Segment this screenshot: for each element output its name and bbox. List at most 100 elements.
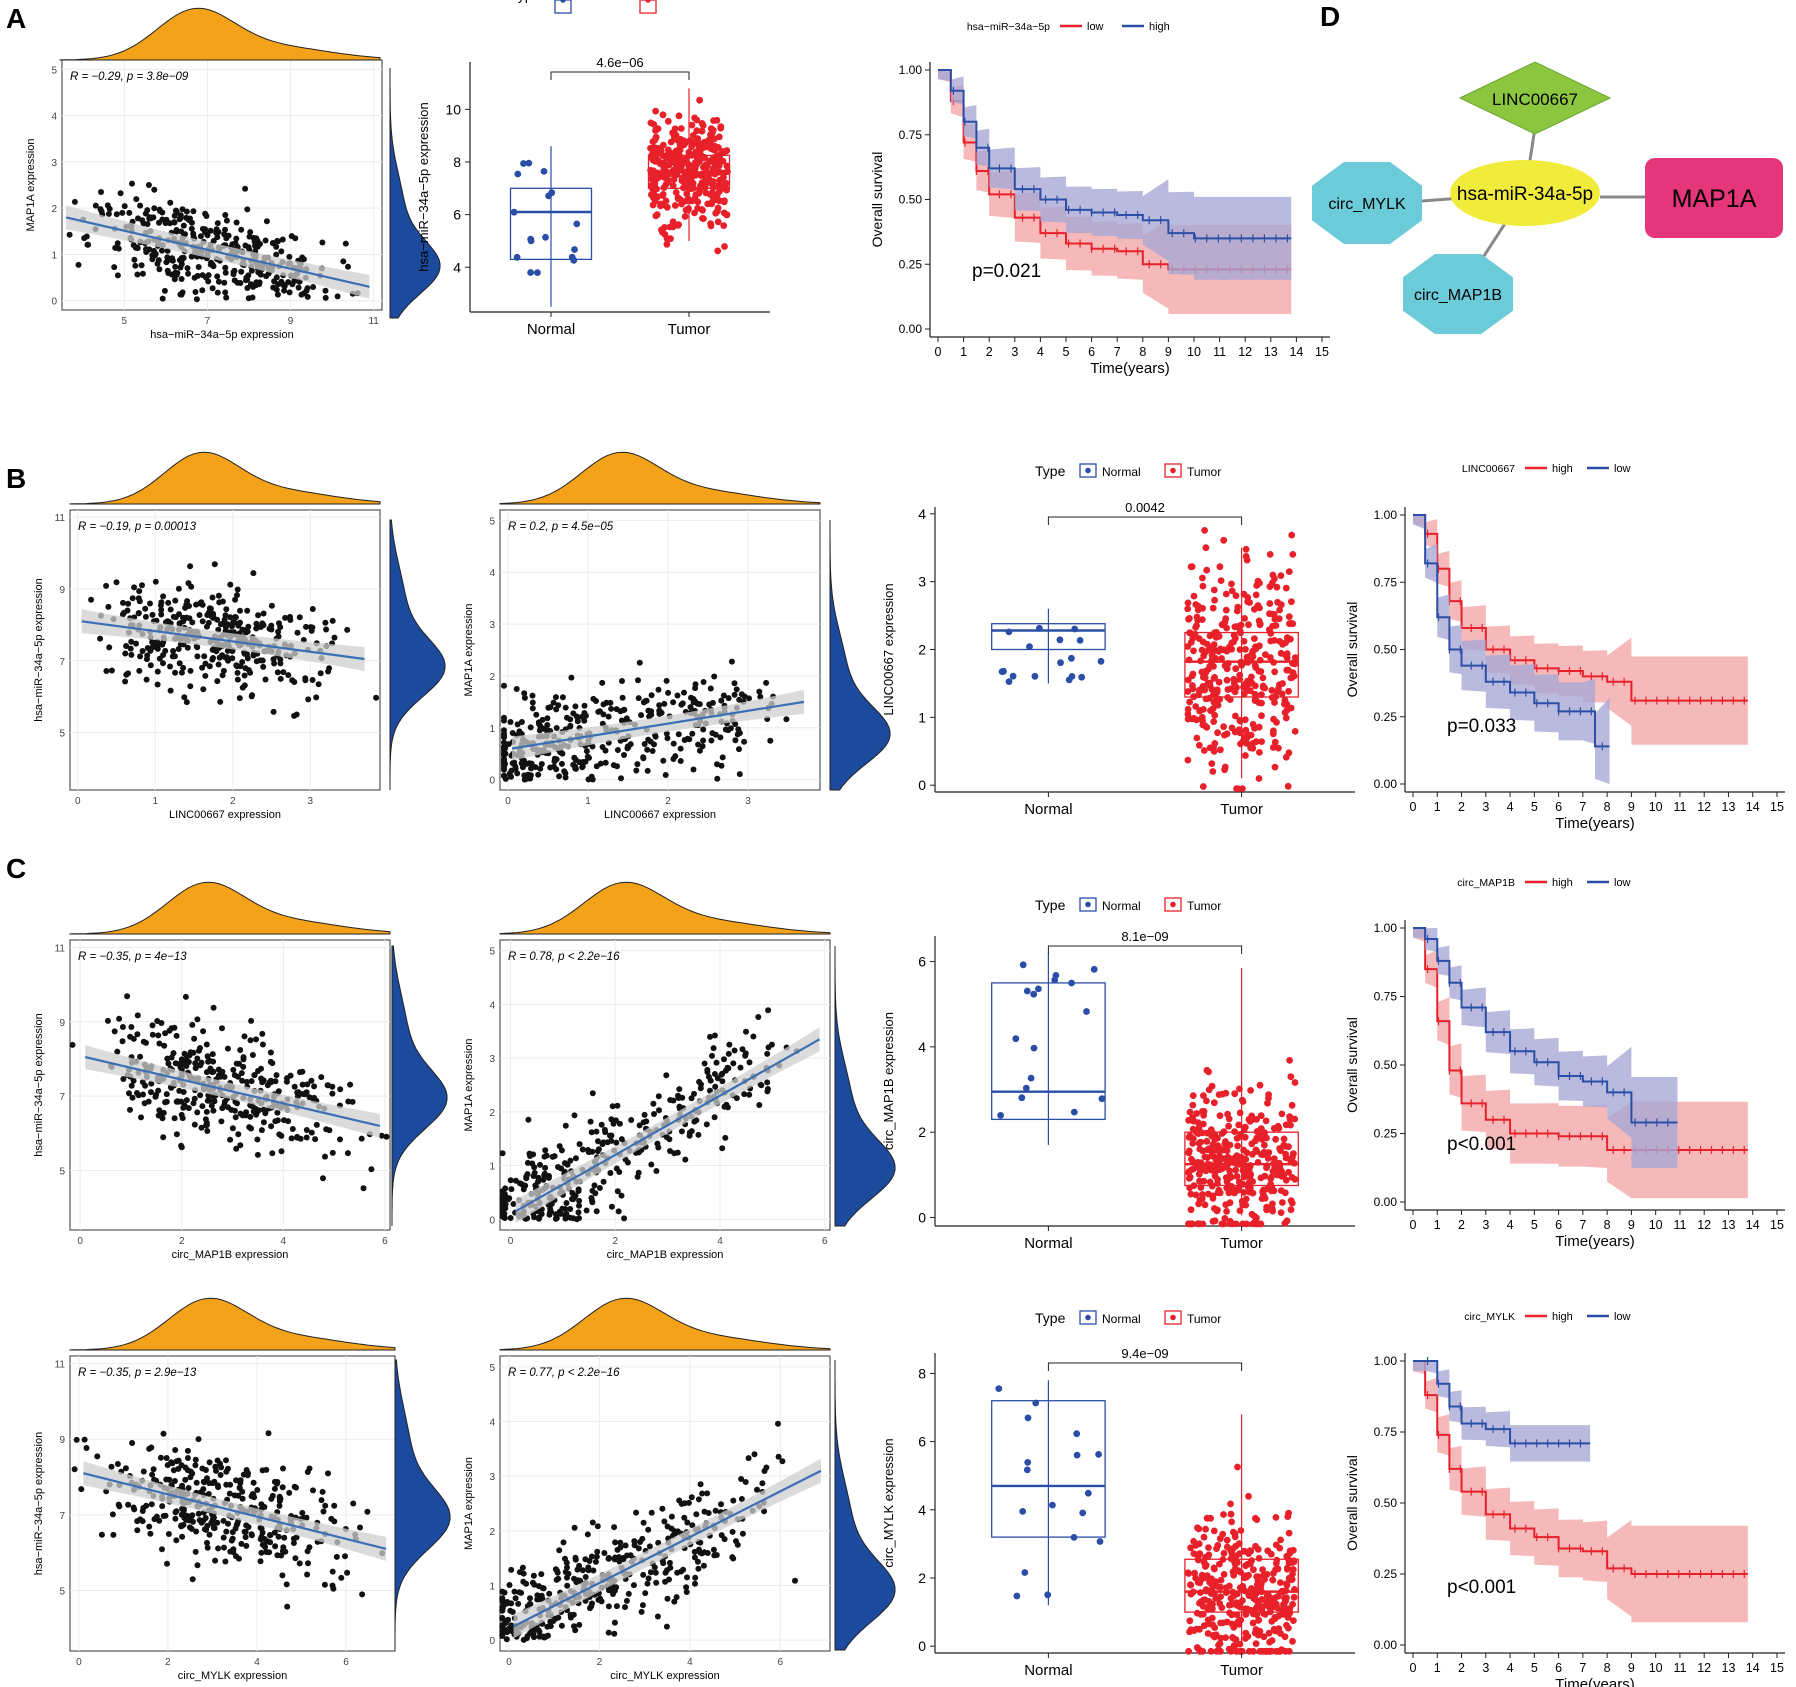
data-point [585, 1147, 591, 1153]
data-point [754, 1486, 760, 1493]
lncrna-node [1458, 61, 1612, 135]
y-tick-label: 4 [489, 1000, 495, 1011]
jitter-point [667, 138, 675, 146]
jitter-point [1249, 1619, 1257, 1627]
data-point [122, 1465, 129, 1472]
data-point [160, 1109, 167, 1116]
legend-entry: high [1552, 463, 1573, 475]
circ-mylk-label: circ_MYLK [1328, 196, 1406, 213]
data-point [609, 1103, 616, 1110]
jitter-point [1195, 1124, 1203, 1132]
data-point [222, 1558, 229, 1565]
data-point [147, 1530, 154, 1537]
data-point [156, 219, 162, 226]
jitter-point [1255, 617, 1263, 625]
jitter-point [1185, 1147, 1193, 1155]
data-point [119, 1038, 126, 1045]
jitter-point [1257, 1125, 1265, 1133]
data-point [501, 682, 507, 689]
data-point [164, 1560, 170, 1567]
jitter-point [1240, 590, 1248, 598]
data-point [137, 1516, 144, 1523]
jitter-point [1185, 1116, 1192, 1124]
data-point [197, 1092, 204, 1099]
data-point [556, 1143, 563, 1150]
jitter-point [1242, 1165, 1250, 1173]
y-axis-label: MAP1A expression [463, 1457, 475, 1550]
jitter-point [1204, 1630, 1212, 1637]
jitter-point [1245, 621, 1252, 629]
y-tick-label: 0.25 [899, 257, 923, 271]
data-point [656, 702, 663, 709]
data-point [161, 287, 168, 294]
data-point [499, 1197, 506, 1204]
jitter-point [1288, 1199, 1296, 1207]
data-point [286, 253, 293, 260]
jitter-point [1227, 1595, 1235, 1602]
survival-curve-low [1413, 514, 1610, 748]
data-point [571, 1194, 578, 1201]
legend-entry: Normal [1102, 465, 1141, 479]
jitter-point [1208, 1581, 1216, 1588]
jitter-point [1228, 1600, 1236, 1608]
data-point [576, 1215, 582, 1222]
jitter-point [651, 144, 659, 152]
data-point [739, 1046, 746, 1053]
data-point [501, 717, 507, 724]
data-point [184, 1455, 191, 1461]
data-point [313, 694, 320, 701]
data-point [621, 1215, 628, 1222]
data-point [206, 1531, 213, 1538]
p-value-label: 0.0042 [1125, 500, 1165, 515]
data-point [549, 1153, 556, 1160]
data-point [508, 1566, 515, 1573]
jitter-point [1200, 1092, 1207, 1099]
data-point [764, 1050, 771, 1057]
x-axis-label: circ_MYLK expression [610, 1670, 719, 1682]
data-point [546, 1173, 552, 1179]
data-point [221, 1544, 227, 1551]
data-point [258, 1549, 265, 1556]
jitter-point [1231, 1530, 1239, 1538]
data-point [178, 1111, 185, 1118]
data-point [514, 721, 521, 728]
jitter-point [568, 253, 576, 261]
jitter-point [1219, 1619, 1227, 1627]
x-tick-label: 10 [1649, 1218, 1663, 1232]
data-point [217, 1460, 223, 1467]
data-point [588, 1129, 595, 1136]
data-point [171, 1478, 178, 1484]
jitter-point [1199, 582, 1207, 590]
jitter-point [1186, 629, 1194, 637]
data-point [331, 1502, 338, 1509]
data-point [165, 1060, 172, 1067]
y-tick-label: 8 [453, 154, 461, 170]
data-point [671, 1598, 678, 1605]
data-point [214, 234, 221, 241]
jitter-point [1242, 1609, 1250, 1617]
y-tick-label: 0.75 [1374, 990, 1398, 1004]
y-axis-label: MAP1A expression [463, 604, 475, 697]
data-point [674, 692, 681, 699]
x-tick-label: 0 [76, 1657, 82, 1668]
data-point [283, 1078, 290, 1085]
data-point [696, 747, 703, 754]
confidence-band-high [1413, 1361, 1748, 1623]
data-point [176, 621, 183, 627]
data-point [242, 627, 249, 634]
data-point [633, 1509, 640, 1516]
data-point [746, 1059, 753, 1066]
y-tick-label: 1 [51, 250, 57, 261]
data-point [555, 1575, 562, 1582]
data-point [383, 1133, 390, 1140]
x-tick-label: 15 [1770, 1218, 1784, 1232]
correlation-annotation: R = 0.77, p < 2.2e−16 [508, 1367, 620, 1379]
data-point [181, 694, 188, 701]
jitter-point [1249, 1610, 1257, 1618]
jitter-point [1189, 1101, 1197, 1109]
y-tick-label: 0 [489, 1215, 495, 1226]
jitter-point [1291, 728, 1299, 735]
x-tick-label: 2 [597, 1657, 603, 1668]
data-point [84, 241, 91, 248]
data-point [308, 1129, 315, 1136]
